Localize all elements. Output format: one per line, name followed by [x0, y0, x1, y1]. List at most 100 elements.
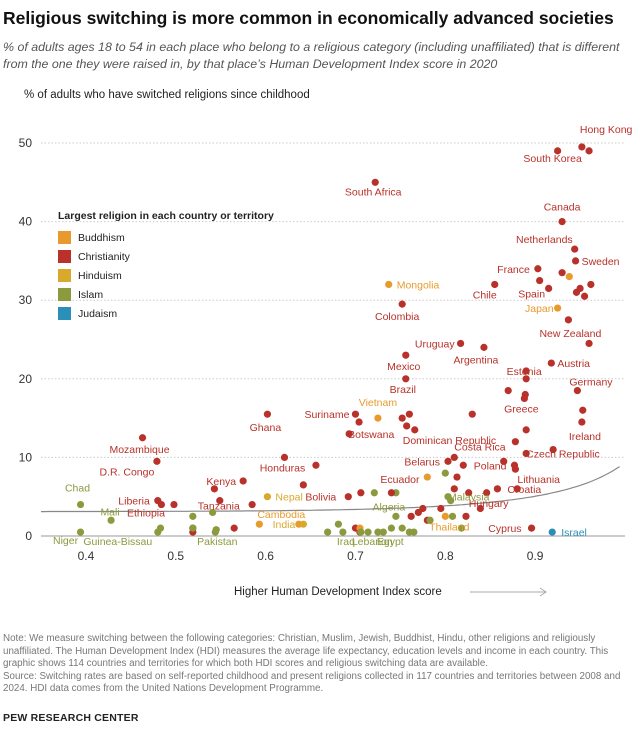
- point-hungary: [483, 489, 491, 497]
- label-croatia: Croatia: [507, 484, 541, 496]
- point-vietnam: [374, 414, 382, 422]
- label-dominican-republic: Dominican Republic: [403, 435, 496, 447]
- point-islam: [410, 528, 418, 536]
- point-sweden: [571, 257, 580, 265]
- point-new-zealand: [564, 316, 572, 324]
- point-india: [299, 520, 307, 528]
- point-austria: [547, 359, 555, 367]
- point-christianity: [210, 485, 219, 493]
- legend-label-hinduism: Hinduism: [78, 269, 122, 282]
- point-brazil: [402, 375, 410, 383]
- point-islam: [448, 512, 457, 520]
- legend-item-hinduism: Hinduism: [58, 266, 274, 285]
- point-christianity: [465, 489, 473, 497]
- label-mozambique: Mozambique: [109, 444, 169, 456]
- y-tick-0: 0: [25, 529, 32, 543]
- legend-label-islam: Islam: [78, 288, 104, 301]
- x-tick-0.4: 0.4: [78, 549, 95, 563]
- label-czech-republic: Czech Republic: [526, 448, 600, 460]
- point-uruguay: [456, 339, 465, 348]
- label-belarus: Belarus: [404, 456, 440, 468]
- label-mongolia: Mongolia: [397, 279, 440, 291]
- point-christianity: [405, 410, 413, 418]
- point-argentina: [480, 343, 488, 351]
- point-christianity: [230, 524, 238, 532]
- point-christianity: [437, 504, 445, 513]
- legend-swatch-judaism: [58, 307, 71, 320]
- point-japan: [554, 304, 562, 312]
- x-tick-0.8: 0.8: [437, 549, 454, 563]
- label-mexico: Mexico: [387, 361, 420, 373]
- point-tanzania: [216, 497, 224, 505]
- point-christianity: [549, 445, 557, 454]
- label-honduras: Honduras: [260, 462, 306, 474]
- point-islam: [364, 528, 372, 536]
- point-mozambique: [138, 434, 147, 442]
- point-christianity: [355, 418, 363, 426]
- point-christianity: [511, 438, 519, 446]
- label-liberia: Liberia: [118, 496, 150, 508]
- data-labels: Hong Kong South Korea South Africa Canada Ne…: [53, 124, 633, 548]
- point-islam: [324, 528, 332, 536]
- point-lithuania: [511, 465, 519, 473]
- point-niger: [76, 528, 85, 536]
- label-south-korea: South Korea: [523, 153, 582, 165]
- legend-swatch-islam: [58, 288, 71, 301]
- point-christianity: [585, 339, 593, 348]
- legend-label-buddhism: Buddhism: [78, 231, 125, 244]
- label-south-africa: South Africa: [345, 186, 402, 198]
- legend-swatch-hinduism: [58, 269, 71, 282]
- point-hong-kong: [578, 143, 586, 151]
- label-france: France: [497, 264, 530, 276]
- legend-item-islam: Islam: [58, 285, 274, 304]
- label-lebanon: Lebanon: [352, 536, 393, 548]
- point-christianity: [407, 512, 415, 520]
- point-christianity: [579, 406, 587, 414]
- label-chile: Chile: [473, 289, 497, 301]
- point-christianity: [522, 375, 530, 383]
- point-christianity: [580, 292, 589, 300]
- label-egypt: Egypt: [377, 536, 404, 548]
- point-dominican-republic: [411, 426, 419, 434]
- point-christianity: [453, 473, 461, 481]
- point-christianity: [450, 485, 458, 493]
- point-liberia: [154, 497, 162, 505]
- point-islam: [334, 520, 342, 528]
- right-arrow-icon: [469, 587, 547, 597]
- point-guinea-bissau: [154, 528, 162, 536]
- label-netherlands: Netherlands: [516, 234, 573, 246]
- point-greece: [520, 394, 528, 403]
- footer-brand: PEW RESEARCH CENTER: [3, 712, 139, 724]
- point-christianity: [459, 461, 467, 469]
- point-islam: [370, 489, 378, 497]
- point-honduras: [280, 453, 289, 461]
- x-axis-label: Higher Human Development Index score: [234, 586, 442, 598]
- point-kenya: [239, 477, 247, 485]
- label-vietnam: Vietnam: [359, 397, 398, 409]
- point-christianity: [587, 280, 595, 289]
- source-text: Source: Switching rates are based on sel…: [3, 670, 621, 695]
- label-ethiopia: Ethiopia: [127, 508, 165, 520]
- label-germany: Germany: [569, 377, 613, 389]
- label-lithuania: Lithuania: [517, 474, 560, 486]
- point-christianity: [576, 284, 584, 293]
- legend-label-christianity: Christianity: [78, 250, 130, 263]
- trend-line: [41, 466, 620, 513]
- label-canada: Canada: [544, 202, 581, 214]
- legend-item-buddhism: Buddhism: [58, 228, 274, 247]
- label-thailand: Thailand: [429, 521, 469, 533]
- point-spain: [536, 276, 544, 285]
- y-tick-50: 50: [19, 136, 33, 150]
- label-iraq: Iraq: [337, 536, 355, 548]
- point-south-africa: [371, 178, 379, 186]
- point-cambodia: [255, 520, 263, 528]
- point-islam: [387, 524, 395, 532]
- legend-item-christianity: Christianity: [58, 247, 274, 266]
- label-niger: Niger: [53, 535, 79, 547]
- point-islam: [426, 516, 434, 524]
- point-christianity: [414, 508, 422, 517]
- point-buddhism: [423, 473, 431, 481]
- point-islam: [374, 528, 382, 536]
- point-christianity: [357, 489, 365, 497]
- label-cambodia: Cambodia: [257, 509, 305, 521]
